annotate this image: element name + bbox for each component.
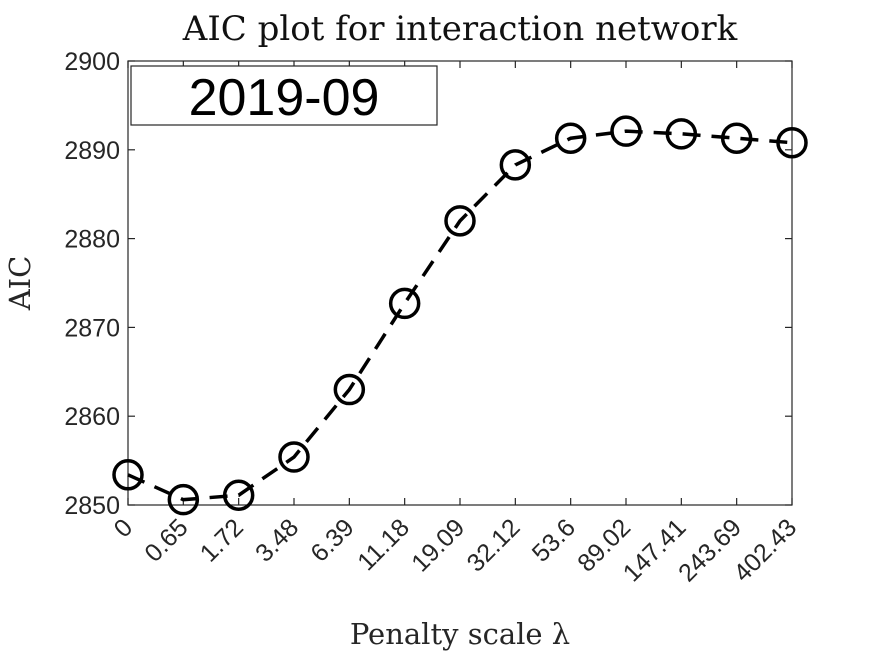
y-tick-label: 2870 — [64, 314, 120, 342]
data-point — [222, 479, 255, 511]
series-layer — [112, 115, 808, 516]
x-tick-label: 0.65 — [139, 513, 193, 567]
y-axis: 2850 2860 2870 2880 2890 2900 — [64, 48, 792, 520]
x-tick-label: 19.09 — [406, 513, 470, 577]
data-point — [499, 149, 532, 181]
series-line — [127, 129, 793, 502]
y-tick-label: 2880 — [64, 226, 120, 254]
data-point — [610, 115, 642, 147]
x-tick-label: 11.18 — [352, 513, 415, 576]
y-tick-label: 2860 — [64, 403, 120, 431]
data-point — [167, 483, 200, 516]
data-point — [665, 118, 698, 150]
data-point — [444, 205, 476, 237]
y-axis-label: AIC — [3, 256, 37, 312]
y-tick-label: 2900 — [64, 48, 120, 76]
data-point — [720, 122, 753, 155]
plot-area — [127, 60, 793, 506]
x-tick-label: 402.43 — [728, 513, 802, 587]
y-tick-label: 2850 — [64, 492, 120, 520]
data-point — [333, 373, 366, 406]
chart-title: AIC plot for interaction network — [182, 9, 738, 49]
x-axis-label: Penalty scale λ — [350, 617, 570, 651]
y-tick-label: 2890 — [64, 137, 120, 165]
x-tick-label: 1.72 — [195, 513, 249, 567]
x-tick-label: 6.39 — [305, 513, 359, 567]
data-point — [388, 287, 421, 320]
annotation-box: 2019-09 — [130, 65, 438, 127]
x-tick-label: 0 — [109, 513, 139, 543]
x-tick-label: 32.12 — [462, 513, 526, 577]
data-point — [278, 441, 310, 473]
data-point — [554, 122, 587, 155]
data-point — [776, 126, 808, 159]
data-point — [112, 459, 144, 491]
x-tick-label: 3.48 — [250, 513, 304, 567]
annotation-label: 2019-09 — [189, 69, 380, 127]
